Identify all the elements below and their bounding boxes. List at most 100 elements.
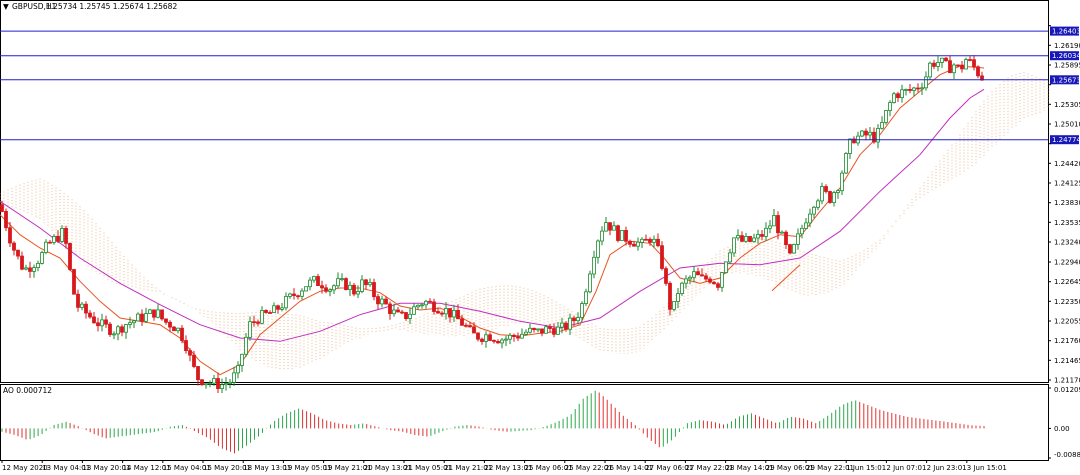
candle-body	[188, 350, 192, 356]
chart-menu-icon[interactable]: ▼	[3, 2, 9, 11]
candle-body	[216, 378, 220, 390]
candle-body	[52, 235, 56, 243]
candle-body	[636, 241, 640, 247]
level-label: 1.24774	[1052, 136, 1080, 144]
candle-body	[476, 332, 480, 340]
candle-body	[752, 237, 756, 242]
candle-body	[608, 222, 612, 231]
candle-body	[236, 365, 240, 374]
candle-body	[632, 243, 636, 247]
x-tick-label: 19 May 21:01	[324, 464, 372, 472]
candle-body	[504, 338, 508, 341]
level-badge	[1050, 135, 1079, 145]
candle-body	[96, 322, 100, 327]
candle-body	[80, 303, 84, 308]
candle-body	[716, 283, 720, 288]
x-tick-label: 26 May 14:01	[605, 464, 653, 472]
candle-body	[4, 210, 8, 229]
candle-body	[724, 261, 728, 273]
level-badge	[1050, 51, 1079, 61]
candle-body	[884, 110, 888, 123]
y-tick-label: 1.26190	[1054, 42, 1080, 50]
x-tick-label: 20 May 13:01	[364, 464, 412, 472]
candle-body	[124, 324, 128, 333]
candle-body	[948, 60, 952, 74]
candle-body	[440, 312, 444, 315]
candle-body	[12, 242, 16, 251]
candle-body	[72, 269, 76, 295]
candle-body	[432, 301, 436, 312]
candle-body	[576, 317, 580, 322]
candle-body	[804, 222, 808, 229]
candle-body	[332, 285, 336, 291]
level-label: 1.26403	[1052, 28, 1080, 36]
candle-body	[528, 327, 532, 333]
candle-body	[544, 326, 548, 334]
candle-body	[692, 271, 696, 278]
y-tick-label: 1.22645	[1054, 278, 1080, 286]
candle-body	[340, 278, 344, 281]
candle-body	[912, 87, 916, 91]
candle-body	[880, 122, 884, 129]
y-tick-label: 1.25010	[1054, 121, 1080, 129]
candle-body	[304, 286, 308, 292]
candle-body	[904, 89, 908, 91]
candle-body	[764, 227, 768, 237]
candle-body	[960, 64, 964, 70]
candle-body	[548, 326, 552, 329]
horizontal-levels[interactable]: 1.26403 1.26034 1.25673 1.24774	[0, 26, 1080, 145]
candle-body	[932, 62, 936, 67]
awesome-oscillator: 0.01209 0.00 -0.008867	[1, 386, 1080, 459]
candle-body	[68, 242, 72, 270]
candle-body	[796, 233, 800, 245]
candle-body	[640, 238, 644, 243]
candle-body	[472, 326, 476, 334]
candle-body	[128, 322, 132, 325]
x-tick-label: 1 Jun 15:01	[846, 464, 886, 472]
candle-body	[460, 318, 464, 326]
candle-body	[192, 354, 196, 367]
candle-body	[844, 153, 848, 174]
candle-body	[464, 324, 468, 327]
y-tick-label: 1.23830	[1054, 199, 1080, 207]
candle-body	[424, 300, 428, 306]
candle-body	[396, 309, 400, 313]
candle-body	[260, 309, 264, 324]
candle-body	[664, 268, 668, 284]
candle-body	[828, 191, 832, 203]
candle-body	[408, 313, 412, 319]
candle-body	[20, 255, 24, 270]
level-badge	[1050, 26, 1079, 36]
candle-body	[428, 300, 432, 303]
candle-body	[848, 138, 852, 154]
candle-body	[824, 186, 828, 192]
candle-body	[312, 276, 316, 281]
candle-body	[448, 308, 452, 318]
x-tick-label: 29 May 22:01	[806, 464, 854, 472]
candle-body	[160, 309, 164, 320]
candle-body	[568, 317, 572, 330]
candle-body	[88, 312, 92, 318]
y-tick-label: 1.23240	[1054, 239, 1080, 247]
candle-body	[840, 172, 844, 192]
candle-body	[444, 308, 448, 315]
candle-body	[140, 313, 144, 322]
x-tick-label: 22 May 13:01	[484, 464, 532, 472]
candle-body	[48, 241, 52, 244]
candle-body	[940, 57, 944, 63]
candle-body	[924, 76, 928, 89]
candle-body	[64, 227, 68, 244]
candle-body	[244, 336, 248, 355]
candle-body	[604, 222, 608, 232]
candle-body	[672, 301, 676, 310]
candle-body	[836, 190, 840, 193]
candle-body	[108, 323, 112, 335]
candle-body	[288, 293, 292, 297]
candle-body	[24, 267, 28, 270]
candle-body	[596, 240, 600, 258]
ichimoku-cloud	[0, 71, 1049, 371]
candle-body	[352, 284, 356, 295]
x-tick-label: 18 May 13:01	[243, 464, 291, 472]
candle-body	[316, 276, 320, 287]
